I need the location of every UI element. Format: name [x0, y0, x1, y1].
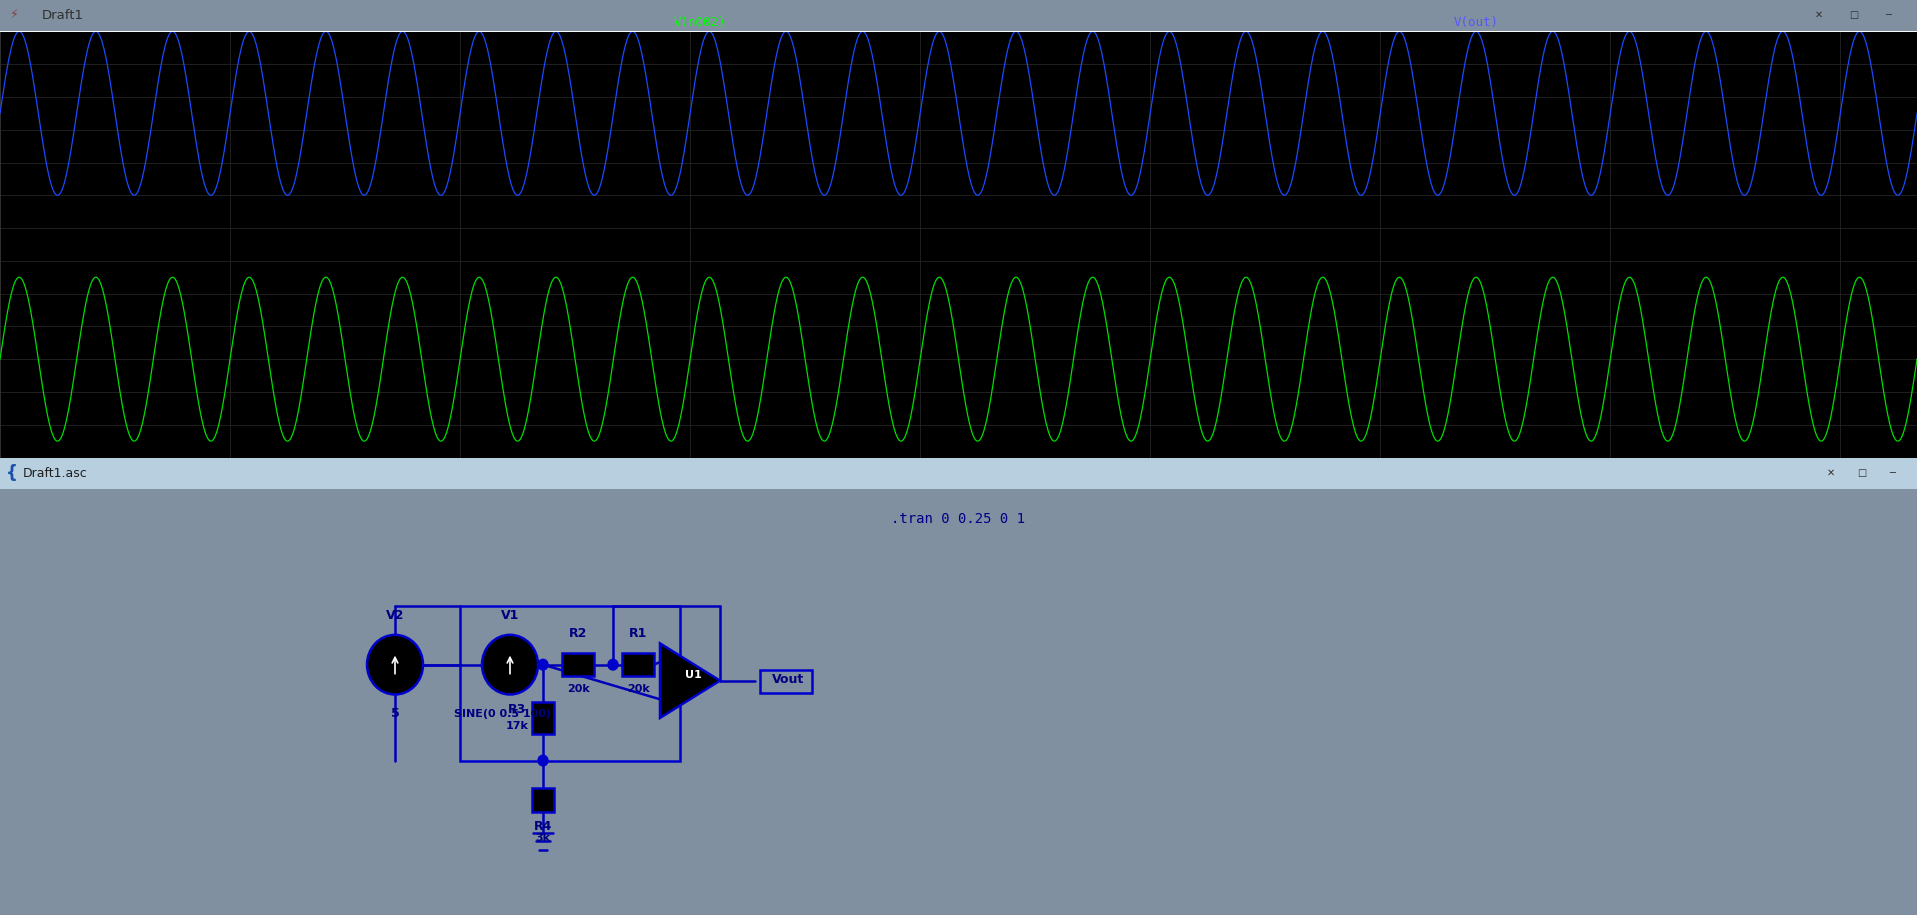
Bar — [533, 702, 554, 734]
Circle shape — [539, 660, 548, 670]
Text: 17k: 17k — [506, 721, 529, 731]
Text: 20k: 20k — [567, 684, 589, 694]
Text: .tran 0 0.25 0 1: .tran 0 0.25 0 1 — [891, 512, 1026, 526]
Text: ✕: ✕ — [1815, 10, 1823, 20]
Text: V1: V1 — [500, 609, 520, 622]
Bar — [533, 788, 554, 812]
Polygon shape — [659, 643, 721, 718]
Bar — [562, 653, 594, 676]
Text: U1: U1 — [684, 671, 702, 681]
Text: Draft1.asc: Draft1.asc — [23, 467, 88, 479]
Text: V(out): V(out) — [1453, 16, 1499, 29]
Text: ✕: ✕ — [1827, 468, 1835, 479]
Circle shape — [366, 635, 424, 694]
Text: ⚡: ⚡ — [10, 7, 19, 21]
Circle shape — [481, 635, 539, 694]
Circle shape — [608, 660, 617, 670]
Text: R2: R2 — [569, 628, 587, 640]
Text: R3: R3 — [508, 703, 525, 716]
Text: 20k: 20k — [627, 684, 650, 694]
Text: □: □ — [1858, 468, 1865, 479]
Text: R4: R4 — [533, 820, 552, 833]
Text: {: { — [6, 464, 17, 482]
Text: ─: ─ — [1888, 468, 1896, 479]
Text: 5: 5 — [391, 707, 399, 720]
Text: Vout: Vout — [773, 673, 803, 686]
Text: Draft1: Draft1 — [42, 8, 84, 22]
Text: SINE(0 0.5 100): SINE(0 0.5 100) — [454, 708, 550, 718]
Text: □: □ — [1850, 10, 1858, 20]
Text: V2: V2 — [385, 609, 404, 622]
Text: V(n002): V(n002) — [673, 16, 727, 29]
Text: R1: R1 — [629, 628, 648, 640]
Circle shape — [539, 755, 548, 766]
Bar — [621, 653, 654, 676]
Text: 3k: 3k — [535, 834, 550, 844]
Text: ─: ─ — [1884, 10, 1892, 20]
Bar — [460, 606, 681, 760]
